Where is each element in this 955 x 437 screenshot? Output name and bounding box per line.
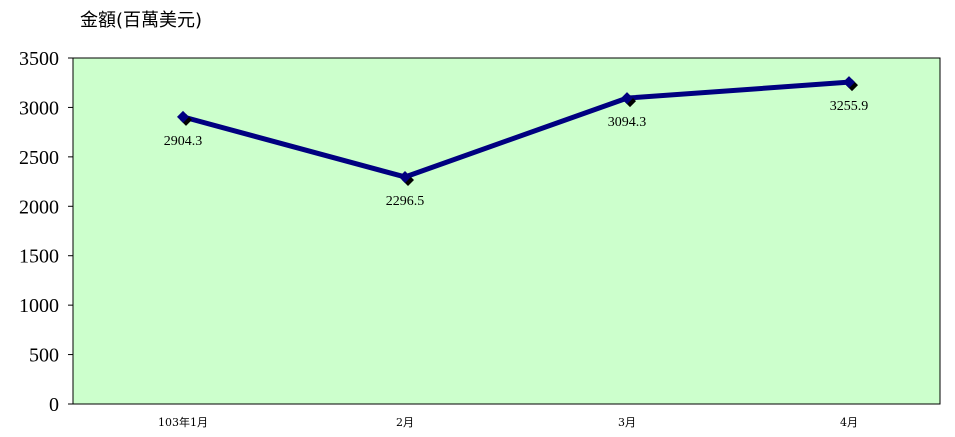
data-point-marker (843, 76, 855, 89)
data-labels: 2904.3 2296.5 3094.3 3255.9 (164, 99, 869, 209)
y-tick-label: 1000 (19, 295, 59, 317)
data-label: 3094.3 (608, 115, 647, 130)
x-tick-label: 4月 (840, 416, 858, 429)
y-tick-label: 3000 (19, 97, 59, 119)
x-axis: 103年1月 2月 3月 4月 (158, 415, 858, 429)
x-tick-label: 2月 (396, 416, 414, 429)
markers (177, 76, 858, 186)
data-label: 3255.9 (830, 99, 869, 114)
plot-area (72, 57, 941, 405)
data-point-marker (177, 110, 189, 123)
x-tick-label: 3月 (618, 416, 636, 429)
data-label: 2296.5 (386, 194, 425, 209)
y-tick-label: 2000 (19, 196, 59, 218)
y-tick-label: 3500 (19, 48, 59, 70)
y-tick-label: 0 (49, 394, 59, 416)
data-point-marker (621, 92, 633, 105)
y-axis-label: 金額(百萬美元) (80, 10, 202, 31)
series-line (180, 79, 852, 180)
y-tick-label: 1500 (19, 246, 59, 268)
y-tick-label: 2500 (19, 147, 59, 169)
y-tick-label: 500 (29, 345, 59, 367)
y-axis: 0 500 1000 1500 2000 2500 3000 3500 (19, 48, 73, 416)
x-tick-label: 103年1月 (158, 415, 208, 429)
data-point-marker (399, 170, 411, 183)
data-label: 2904.3 (164, 134, 203, 149)
